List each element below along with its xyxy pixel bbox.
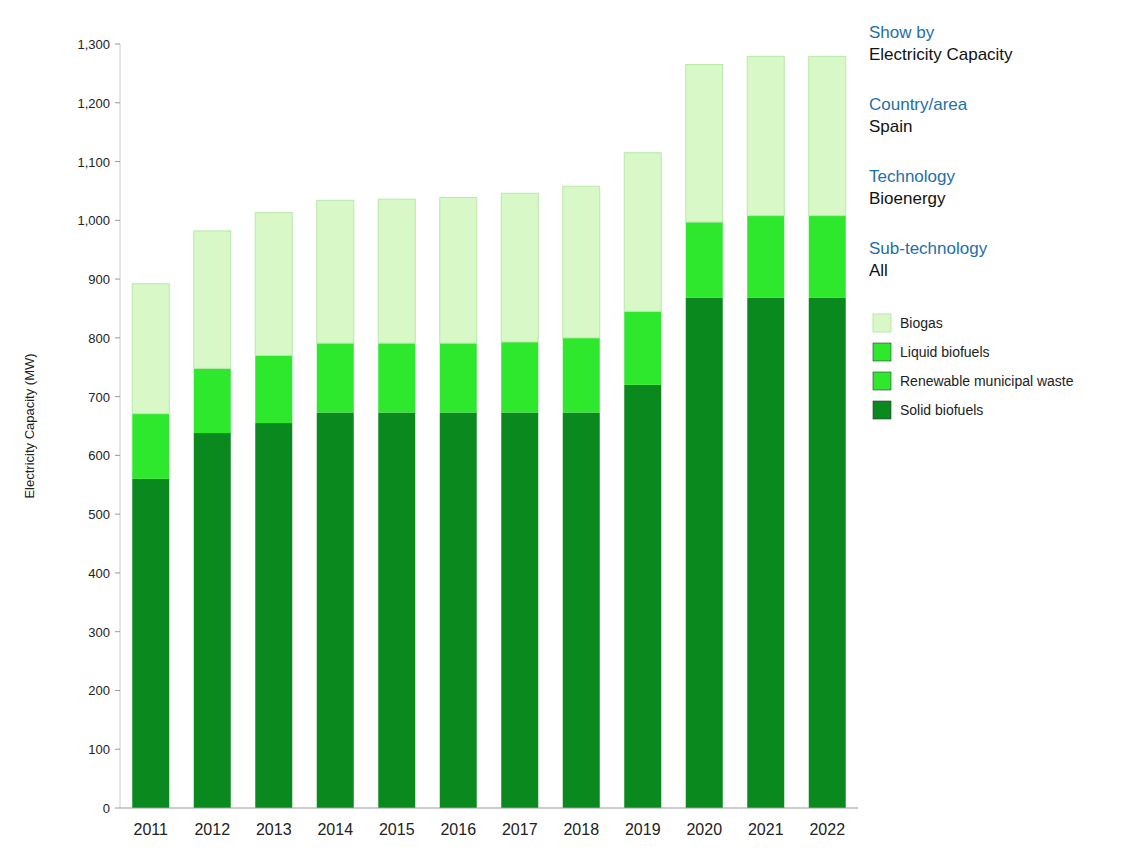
y-tick <box>115 749 120 750</box>
x-tick-label: 2014 <box>317 821 353 838</box>
x-tick-label: 2020 <box>686 821 722 838</box>
x-tick-label: 2015 <box>379 821 415 838</box>
x-tick-label: 2019 <box>625 821 661 838</box>
y-tick-label: 1,300 <box>77 37 110 52</box>
x-tick-label: 2012 <box>194 821 230 838</box>
bars <box>132 56 846 808</box>
y-tick-label: 1,200 <box>77 96 110 111</box>
x-tick-label: 2011 <box>134 821 169 838</box>
bar-segment <box>501 193 538 342</box>
bar-segment <box>378 199 415 343</box>
y-tick <box>115 396 120 397</box>
bar-segment <box>747 216 784 298</box>
x-tick-label: 2022 <box>809 821 845 838</box>
legend-label: Liquid biofuels <box>900 344 990 360</box>
y-tick-label: 600 <box>88 448 110 463</box>
bar-segment <box>501 342 538 413</box>
bar-segment <box>194 368 231 433</box>
bar-segment <box>440 343 477 412</box>
legend-label: Solid biofuels <box>900 402 983 418</box>
legend-label: Biogas <box>900 315 943 331</box>
legend-label: Renewable municipal waste <box>900 373 1074 389</box>
bar-segment <box>255 213 292 356</box>
bar-segment <box>132 479 169 808</box>
legend-swatch <box>873 314 891 332</box>
y-tick-label: 200 <box>88 683 110 698</box>
filter-label: Show by <box>869 23 935 42</box>
bar-segment <box>317 412 354 808</box>
y-tick <box>115 102 120 103</box>
y-tick-label: 900 <box>88 272 110 287</box>
y-tick-label: 1,100 <box>77 155 110 170</box>
bar-segment <box>809 298 846 808</box>
legend-swatch <box>873 401 891 419</box>
bar-segment <box>563 186 600 338</box>
bar-segment <box>563 412 600 808</box>
chart: 0 100 200 300 400 500 600 700 800 900 1,000 1,100 1,… <box>0 0 1131 854</box>
y-tick-label: 400 <box>88 566 110 581</box>
filter-label: Country/area <box>869 95 968 114</box>
x-tick-label: 2016 <box>440 821 476 838</box>
bar-segment <box>317 343 354 412</box>
bar-segment <box>132 284 169 414</box>
y-tick <box>115 279 120 280</box>
y-tick <box>115 572 120 573</box>
bar-segment <box>194 231 231 369</box>
x-tick-label: 2018 <box>563 821 599 838</box>
legend-swatch <box>873 343 891 361</box>
filter-value: Bioenergy <box>869 189 946 208</box>
bar-segment <box>747 56 784 215</box>
filter-value: Electricity Capacity <box>869 45 1013 64</box>
bar-segment <box>747 298 784 808</box>
y-tick <box>115 690 120 691</box>
y-tick-label: 1,000 <box>77 213 110 228</box>
filter-value: Spain <box>869 117 912 136</box>
y-tick <box>115 455 120 456</box>
bar-segment <box>809 56 846 215</box>
y-tick <box>115 161 120 162</box>
bar-segment <box>624 311 661 384</box>
y-tick-label: 800 <box>88 331 110 346</box>
y-tick-label: 300 <box>88 625 110 640</box>
bar-segment <box>501 412 538 808</box>
y-tick <box>115 808 120 809</box>
x-tick-label: 2021 <box>748 821 784 838</box>
bar-segment <box>255 355 292 423</box>
y-tick-label: 700 <box>88 390 110 405</box>
y-tick-label: 500 <box>88 507 110 522</box>
y-tick <box>115 220 120 221</box>
y-tick <box>115 631 120 632</box>
bar-segment <box>686 298 723 808</box>
bar-segment <box>378 343 415 412</box>
bar-segment <box>624 385 661 808</box>
y-axis-line <box>120 44 121 808</box>
bar-segment <box>317 200 354 343</box>
bar-segment <box>378 412 415 808</box>
bar-segment <box>686 65 723 223</box>
y-tick <box>115 44 120 45</box>
bar-segment <box>624 153 661 312</box>
y-tick <box>115 514 120 515</box>
bar-segment <box>440 197 477 343</box>
y-axis-label: Electricity Capacity (MW) <box>22 353 37 498</box>
bar-segment <box>194 433 231 808</box>
legend-swatch <box>873 372 891 390</box>
bar-segment <box>686 222 723 298</box>
filter-value: All <box>869 261 888 280</box>
bar-segment <box>809 216 846 298</box>
filter-label: Technology <box>869 167 956 186</box>
y-tick-label: 100 <box>88 742 110 757</box>
bar-segment <box>132 414 169 479</box>
filter-label: Sub-technology <box>869 239 988 258</box>
x-axis-line <box>120 808 858 809</box>
x-tick-label: 2017 <box>502 821 538 838</box>
y-tick-label: 0 <box>103 801 110 816</box>
bar-segment <box>255 423 292 808</box>
y-tick <box>115 337 120 338</box>
x-tick-label: 2013 <box>256 821 292 838</box>
bar-segment <box>440 412 477 808</box>
bar-segment <box>563 338 600 413</box>
